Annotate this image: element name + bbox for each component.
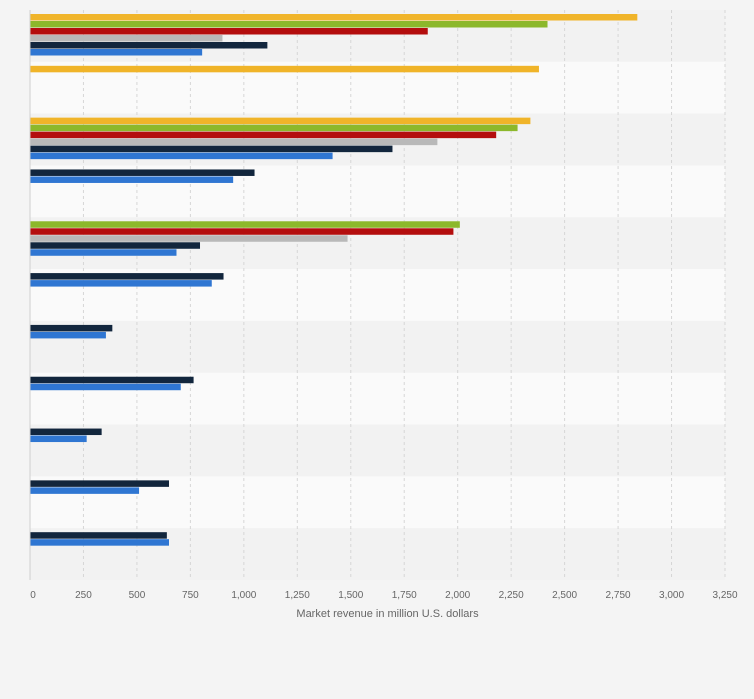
bar [30,176,234,183]
x-tick-label: 500 [129,590,146,601]
x-tick-label: 2,000 [445,590,470,601]
bar [30,228,454,235]
x-tick-label: 1,250 [285,590,310,601]
bar [30,249,177,256]
bar [30,487,140,494]
bar [30,435,87,443]
bar [30,235,348,242]
bar [30,383,181,391]
bar [30,221,460,228]
bar [30,14,638,21]
bar [30,152,333,160]
x-axis-ticks: 0 250 500 750 1,000 1,250 1,500 1,750 2,000 2,250… [30,590,738,601]
x-tick-label: 2,750 [606,590,631,601]
bar [30,480,169,487]
bar [30,428,102,436]
bar [30,117,531,125]
x-axis-title: Market revenue in million U.S. dollars [296,608,479,620]
bar [30,65,539,73]
bar [30,138,438,146]
bar [30,324,113,332]
bar [30,273,224,280]
x-tick-label: 3,250 [712,590,737,601]
x-tick-label: 1,000 [231,590,256,601]
category-band [30,320,725,373]
x-tick-label: 750 [182,590,199,601]
bar [30,124,518,132]
bar [30,539,169,546]
bar [30,169,255,176]
bar [30,35,223,42]
x-tick-label: 250 [75,590,92,601]
bar [30,331,106,339]
bars [30,14,638,546]
category-bands [30,10,725,580]
bar [30,376,194,384]
bar [30,280,212,287]
category-band [30,424,725,477]
x-tick-label: 1,500 [338,590,363,601]
x-tick-label: 0 [30,590,36,601]
gridlines [82,10,726,580]
x-tick-label: 3,000 [659,590,684,601]
bar [30,42,268,49]
bar [30,242,201,249]
bar [30,28,428,35]
x-tick-label: 2,500 [552,590,577,601]
bar [30,49,203,56]
bar [30,131,497,139]
x-tick-label: 2,250 [499,590,524,601]
bar [30,145,393,153]
bar [30,532,167,539]
x-tick-label: 1,750 [392,590,417,601]
bar [30,21,548,28]
